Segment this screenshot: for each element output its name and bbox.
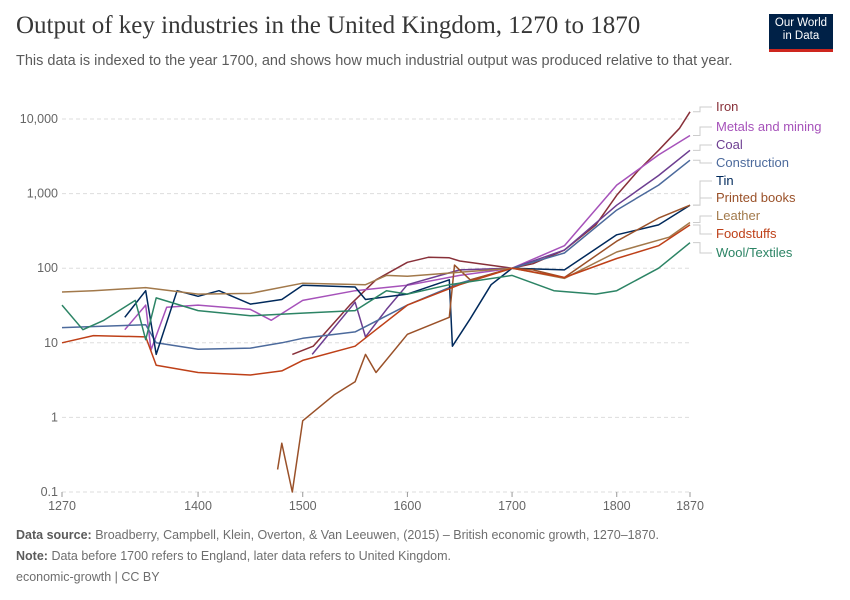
series-label[interactable]: Wool/Textiles: [716, 245, 793, 260]
series-line-construction[interactable]: [61, 159, 691, 350]
x-tick-label: 1600: [393, 499, 421, 513]
x-tick-label: 1500: [289, 499, 317, 513]
source-text: Broadberry, Campbell, Klein, Overton, & …: [95, 528, 659, 542]
y-tick-label: 100: [37, 261, 58, 275]
series-label[interactable]: Coal: [716, 137, 743, 152]
note: Note: Data before 1700 refers to England…: [16, 549, 451, 563]
y-tick-label: 10: [44, 336, 58, 350]
x-tick-label: 1400: [184, 499, 212, 513]
series-line-tin[interactable]: [124, 204, 691, 356]
series-label[interactable]: Construction: [716, 155, 789, 170]
x-tick-label: 1870: [676, 499, 704, 513]
chart-subtitle: This data is indexed to the year 1700, a…: [16, 53, 733, 69]
data-source: Data source: Broadberry, Campbell, Klein…: [16, 528, 659, 542]
label-connector: [693, 215, 712, 223]
note-label: Note:: [16, 549, 48, 563]
series-line-coal[interactable]: [311, 149, 691, 355]
y-tick-label: 1: [51, 410, 58, 424]
y-tick-label: 1,000: [27, 187, 58, 201]
x-tick-label: 1700: [498, 499, 526, 513]
label-connector: [693, 144, 712, 151]
label-connector: [693, 159, 712, 164]
logo-line-2: in Data: [782, 30, 820, 42]
label-connector: [693, 197, 712, 206]
series-label[interactable]: Tin: [716, 173, 734, 188]
series-label[interactable]: Iron: [716, 99, 738, 114]
x-tick-label: 1270: [48, 499, 76, 513]
chart-title: Output of key industries in the United K…: [16, 12, 641, 39]
series-label[interactable]: Metals and mining: [716, 119, 822, 134]
logo-line-1: Our World: [774, 17, 828, 29]
label-connector: [693, 126, 712, 137]
series-line-foodstuffs[interactable]: [61, 224, 691, 376]
label-connector: [693, 224, 712, 235]
series-label[interactable]: Printed books: [716, 190, 796, 205]
label-connector: [693, 106, 712, 113]
series-line-printed-books[interactable]: [276, 204, 691, 493]
series-label[interactable]: Foodstuffs: [716, 226, 777, 241]
series-line-leather[interactable]: [61, 221, 691, 295]
y-tick-label: 0.1: [41, 485, 58, 499]
x-tick-label: 1800: [603, 499, 631, 513]
series-label[interactable]: Leather: [716, 208, 761, 223]
license[interactable]: economic-growth | CC BY: [16, 570, 160, 584]
label-connector: [693, 242, 712, 254]
series-line-wool-textiles[interactable]: [61, 242, 691, 341]
owid-logo[interactable]: Our World in Data: [769, 14, 833, 52]
note-text: Data before 1700 refers to England, late…: [51, 549, 451, 563]
source-label: Data source:: [16, 528, 92, 542]
series-line-metals-and-mining[interactable]: [124, 134, 691, 351]
y-tick-label: 10,000: [20, 112, 58, 126]
label-connector: [693, 180, 712, 206]
